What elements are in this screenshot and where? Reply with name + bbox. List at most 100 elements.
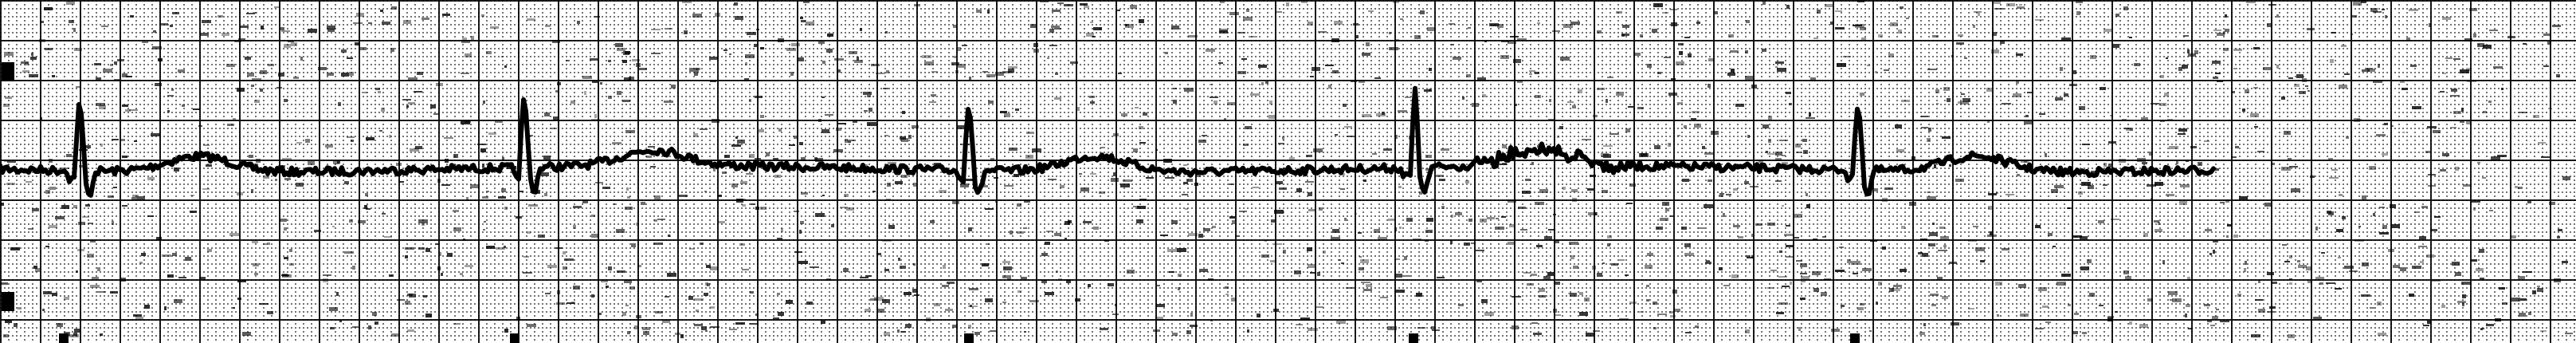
- noise-speck: [1198, 234, 1203, 238]
- noise-speck: [541, 172, 549, 176]
- noise-speck: [2220, 202, 2225, 203]
- noise-speck: [1307, 247, 1312, 251]
- noise-speck: [2115, 311, 2118, 313]
- noise-speck: [1878, 34, 1883, 37]
- noise-speck: [958, 64, 966, 68]
- noise-speck: [1431, 199, 1434, 200]
- noise-speck: [1684, 125, 1687, 128]
- noise-speck: [160, 23, 168, 26]
- noise-speck: [2263, 67, 2271, 70]
- noise-speck: [206, 164, 212, 167]
- noise-speck: [22, 70, 29, 73]
- noise-speck: [57, 323, 63, 327]
- noise-speck: [901, 175, 908, 178]
- noise-speck: [963, 179, 973, 181]
- noise-speck: [926, 317, 931, 321]
- noise-speck: [1726, 194, 1731, 195]
- noise-speck: [2391, 224, 2400, 228]
- noise-speck: [1803, 150, 1808, 154]
- noise-speck: [833, 149, 843, 152]
- noise-speck: [1594, 212, 1597, 215]
- noise-speck: [218, 15, 223, 18]
- noise-speck: [798, 261, 808, 264]
- noise-speck: [1139, 126, 1143, 129]
- noise-speck: [108, 195, 114, 198]
- noise-speck: [1441, 206, 1445, 209]
- noise-speck: [1610, 133, 1619, 135]
- noise-speck: [453, 210, 459, 212]
- noise-speck: [2225, 29, 2229, 32]
- noise-speck: [1875, 71, 1877, 73]
- noise-speck: [2344, 266, 2354, 269]
- noise-speck: [49, 225, 57, 228]
- noise-speck: [323, 278, 328, 282]
- noise-speck: [1735, 104, 1744, 107]
- noise-speck: [636, 223, 639, 226]
- noise-speck: [1086, 33, 1094, 37]
- noise-speck: [1745, 76, 1755, 80]
- noise-speck: [1389, 47, 1398, 50]
- noise-speck: [2412, 266, 2421, 269]
- noise-speck: [1688, 53, 1692, 57]
- noise-speck: [289, 249, 292, 252]
- noise-speck: [1296, 188, 1302, 192]
- noise-speck: [2139, 324, 2148, 328]
- noise-speck: [1593, 115, 1598, 117]
- noise-speck: [1432, 329, 1440, 331]
- noise-speck: [1282, 136, 1284, 140]
- noise-speck: [3, 334, 9, 337]
- noise-speck: [1835, 27, 1845, 30]
- noise-speck: [1782, 155, 1786, 156]
- noise-speck: [1986, 88, 1992, 92]
- noise-speck: [2331, 32, 2336, 34]
- noise-speck: [745, 62, 747, 65]
- noise-speck: [1008, 69, 1014, 73]
- noise-speck: [985, 208, 994, 210]
- noise-speck: [2462, 294, 2466, 298]
- noise-speck: [1588, 212, 1598, 215]
- noise-speck: [1857, 0, 1864, 2]
- noise-speck: [1553, 309, 1557, 313]
- noise-speck: [1404, 275, 1410, 277]
- noise-speck: [2288, 334, 2295, 338]
- noise-speck: [2460, 121, 2464, 123]
- noise-speck: [2429, 23, 2431, 27]
- noise-speck: [379, 130, 382, 132]
- noise-speck: [801, 20, 806, 22]
- noise-speck: [1356, 35, 1359, 38]
- noise-speck: [2021, 160, 2029, 163]
- noise-speck: [1681, 227, 1687, 230]
- noise-speck: [2223, 48, 2229, 51]
- noise-speck: [2533, 115, 2539, 118]
- noise-speck: [2346, 136, 2349, 139]
- noise-speck: [1481, 299, 1488, 303]
- noise-speck: [1539, 288, 1545, 292]
- noise-speck: [229, 233, 239, 236]
- noise-speck: [1066, 279, 1071, 283]
- noise-speck: [709, 57, 718, 60]
- noise-speck: [1870, 240, 1877, 242]
- noise-speck: [1938, 250, 1947, 251]
- noise-speck: [29, 74, 38, 77]
- noise-speck: [1647, 64, 1652, 68]
- noise-speck: [847, 140, 856, 141]
- noise-speck: [405, 301, 410, 305]
- noise-speck: [1113, 172, 1115, 176]
- noise-speck: [73, 205, 77, 208]
- noise-speck: [1045, 292, 1054, 295]
- noise-speck: [2339, 85, 2347, 89]
- noise-speck: [1383, 148, 1392, 151]
- noise-speck: [1579, 312, 1588, 316]
- noise-speck: [563, 266, 567, 270]
- noise-speck: [750, 323, 759, 325]
- noise-speck: [1934, 164, 1936, 168]
- noise-speck: [801, 157, 806, 161]
- noise-speck: [2393, 265, 2400, 268]
- noise-speck: [300, 57, 303, 61]
- noise-speck: [693, 133, 698, 137]
- noise-speck: [202, 20, 211, 23]
- noise-speck: [1424, 89, 1432, 92]
- noise-speck: [504, 207, 508, 210]
- noise-speck: [199, 277, 206, 279]
- noise-speck: [953, 25, 957, 28]
